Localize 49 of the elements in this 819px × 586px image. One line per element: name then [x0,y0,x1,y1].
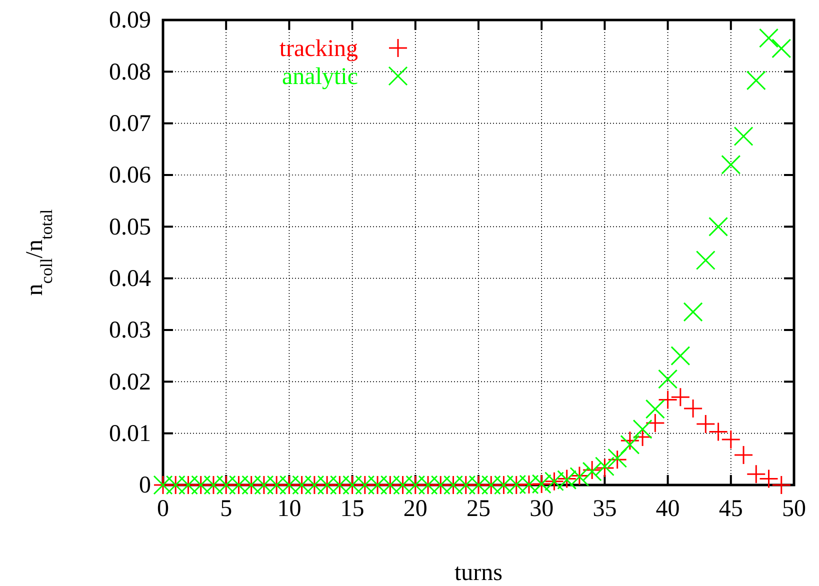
x-tick-label: 10 [277,496,302,522]
point [645,399,665,419]
y-tick-label: 0.07 [109,111,151,138]
legend-label: analytic [282,64,358,90]
point [708,422,728,442]
point [721,430,741,450]
point [683,302,703,322]
point [759,469,779,489]
x-tick-label: 30 [530,496,554,522]
point [658,369,678,389]
point [620,434,640,454]
point [632,419,652,439]
y-tick-label: 0.09 [109,8,151,34]
y-tick-label: 0.06 [109,162,151,189]
point [734,445,754,465]
y-tick-label: 0.02 [109,369,151,396]
x-tick-label: 50 [782,496,806,522]
x-tick-label: 45 [718,496,743,522]
y-tick-label: 0.03 [109,318,151,344]
point [746,70,766,90]
point [721,154,741,174]
point [708,216,728,236]
point [772,475,792,495]
x-tick-label: 0 [157,496,169,522]
x-tick-label: 5 [220,496,232,522]
x-tick-label: 20 [403,496,428,522]
point [759,28,779,48]
point [645,413,665,433]
point [658,390,678,410]
y-tick-label: 0.08 [109,59,151,86]
point [670,346,690,366]
x-tick-label: 15 [340,496,364,522]
y-tick-label: 0.05 [109,214,151,240]
x-tick-label: 25 [466,496,490,522]
point [683,398,703,418]
x-tick-label: 40 [656,496,680,522]
point [696,414,716,434]
point [696,250,716,270]
x-tick-label: 35 [592,496,617,522]
y-tick-label: 0.04 [109,266,151,292]
point [734,126,754,146]
point [772,38,792,58]
legend-label: tracking [279,36,358,62]
y-tick-label: 0.01 [109,421,151,448]
point [746,464,766,484]
point [670,387,690,407]
y-tick-label: 0 [139,472,151,499]
point [620,430,640,450]
x-axis-title: turns [454,560,502,586]
